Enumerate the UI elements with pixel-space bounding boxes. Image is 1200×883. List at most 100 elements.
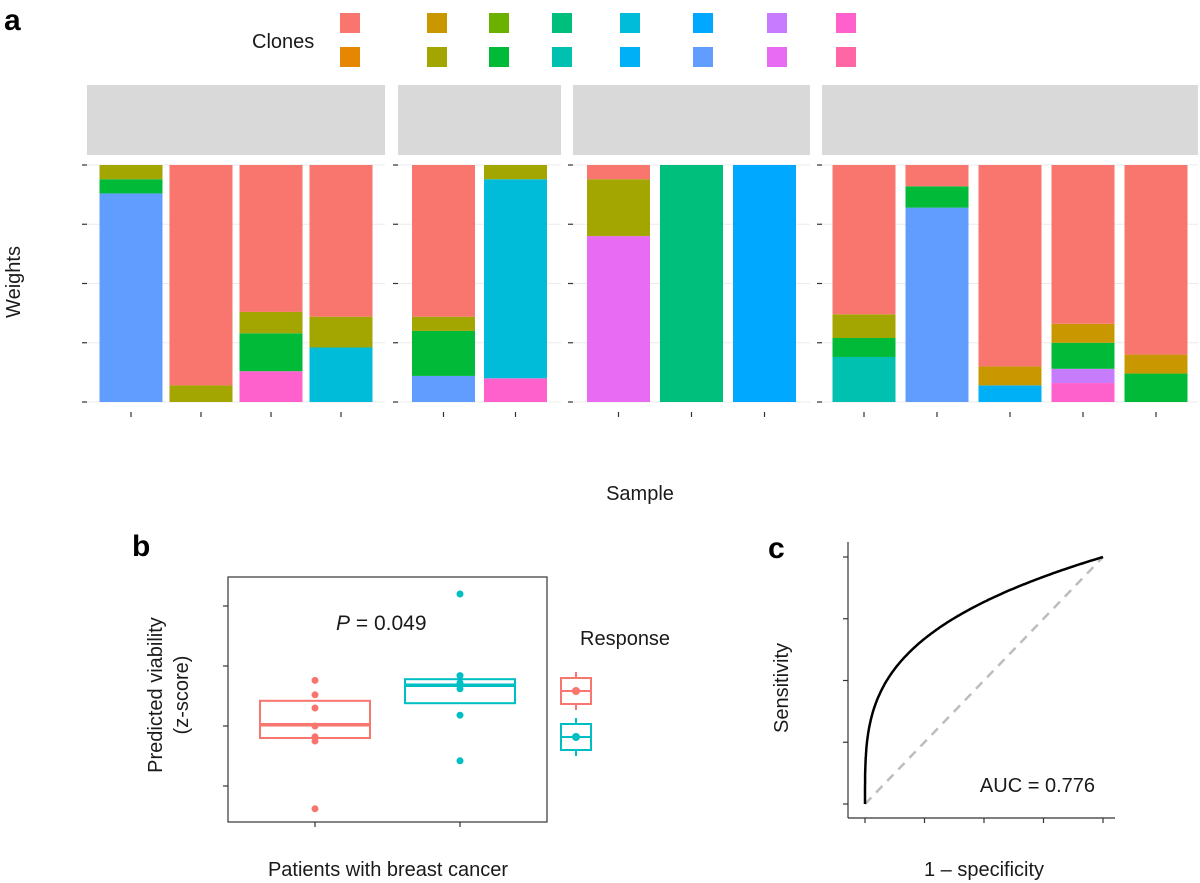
roc-curve <box>863 555 1104 804</box>
facet-strip-2 <box>573 85 810 155</box>
bar-segment-P27_S-clone-9 <box>239 333 303 372</box>
roc-y-title: Sensitivity <box>771 643 793 733</box>
box-Non-responder <box>404 678 516 705</box>
boxplot-x-title: Patients with breast cancer <box>268 859 508 881</box>
bar-segment-P19_S-clone-5 <box>412 316 475 331</box>
y-axis-title-weights: Weights <box>3 246 25 318</box>
bar-segment-P40_S-clone-20 <box>733 165 796 402</box>
bar-segment-P22_S-clone-21 <box>99 193 163 402</box>
bar-segment-P21_S-clone-27 <box>587 236 650 402</box>
panel-label-c: c <box>768 532 785 565</box>
data-point <box>456 757 464 765</box>
bar-segment-P26_S-clone-0 <box>905 165 969 187</box>
response-legend <box>560 672 592 756</box>
bar-segment-P13_S-clone-9 <box>832 338 896 357</box>
data-point <box>311 737 319 745</box>
bar-segment-P36_S-clone-2 <box>1051 323 1115 343</box>
bar-segment-P34_S-clone-16 <box>484 179 547 379</box>
bar-segment-P22_S-clone-9 <box>99 179 163 194</box>
bar-segment-P39_S-clone-9 <box>1124 373 1188 402</box>
bar-segment-P25_S-clone-5 <box>169 385 233 402</box>
roc-chart <box>843 542 1115 823</box>
data-point <box>311 676 319 684</box>
boxplot-y-title-line2: (z-score) <box>171 656 193 735</box>
data-point <box>311 704 319 712</box>
bar-segment-P35_S-clone-2 <box>978 366 1042 386</box>
facet-strip-3 <box>822 85 1198 155</box>
roc-x-title: 1 – specificity <box>924 859 1044 881</box>
bar-segment-P36_S-clone-0 <box>1051 165 1115 324</box>
auc-annotation: AUC = 0.776 <box>980 775 1095 797</box>
data-point <box>311 805 319 813</box>
bar-segment-P37_S-clone-5 <box>309 316 373 348</box>
bar-segment-P19_S-clone-21 <box>412 375 475 402</box>
boxplot-frame <box>227 576 548 823</box>
legend-key-point <box>572 687 580 695</box>
bar-segment-P26_S-clone-9 <box>905 186 969 208</box>
data-point <box>456 672 464 680</box>
data-point <box>456 679 464 687</box>
x-axis-title-sample: Sample <box>606 483 674 505</box>
bar-segment-P13_S-clone-5 <box>832 314 896 339</box>
bar-segment-P13_S-clone-15 <box>832 356 896 402</box>
facet-strip-1 <box>398 85 561 155</box>
bar-segment-P36_S-clone-22 <box>1051 368 1115 384</box>
panel-label-b: b <box>132 530 150 563</box>
legend-swatch-clone-2 <box>427 13 447 33</box>
bar-segment-P34_S-clone-28 <box>484 378 547 402</box>
legend-swatch-clone-15 <box>552 47 572 67</box>
response-legend-title: Response <box>580 628 670 650</box>
bar-segment-P36_S-clone-28 <box>1051 383 1115 402</box>
panel-label-a: a <box>4 4 21 37</box>
data-point <box>311 691 319 699</box>
bar-segment-P34_S-clone-5 <box>484 165 547 180</box>
bar-segment-P31_S-clone-13 <box>660 165 723 402</box>
boxplot-y-title-line1: Predicted viability <box>145 617 167 773</box>
bar-segment-P19_S-clone-9 <box>412 330 475 376</box>
legend-swatch-clone-20 <box>693 13 713 33</box>
bar-segment-P25_S-clone-0 <box>169 165 233 386</box>
legend-swatch-clone-6 <box>489 13 509 33</box>
legend-swatch-clone-29 <box>836 47 856 67</box>
legend-swatch-clone-1 <box>340 47 360 67</box>
legend-swatch-clone-18 <box>620 47 640 67</box>
data-point <box>456 590 464 598</box>
facet-strip-0 <box>87 85 385 155</box>
legend-swatch-clone-0 <box>340 13 360 33</box>
chance-diagonal <box>864 556 1104 805</box>
bar-segment-P37_S-clone-16 <box>309 347 373 402</box>
bar-segment-P39_S-clone-2 <box>1124 354 1188 374</box>
clones-legend: Clones <box>252 13 856 67</box>
data-point <box>311 722 319 730</box>
clones-legend-title: Clones <box>252 31 314 53</box>
bar-segment-P35_S-clone-18 <box>978 385 1042 402</box>
bar-segment-P21_S-clone-5 <box>587 179 650 237</box>
bar-segment-P37_S-clone-0 <box>309 165 373 317</box>
bar-segment-P13_S-clone-0 <box>832 165 896 315</box>
legend-swatch-clone-28 <box>836 13 856 33</box>
bar-segment-P19_S-clone-0 <box>412 165 475 317</box>
legend-swatch-clone-27 <box>767 47 787 67</box>
p-value-symbol: P <box>336 612 350 635</box>
boxplot-chart <box>223 576 548 827</box>
legend-key-point <box>572 733 580 741</box>
legend-swatch-clone-5 <box>427 47 447 67</box>
legend-swatch-clone-13 <box>552 13 572 33</box>
bar-segment-P27_S-clone-0 <box>239 165 303 312</box>
bar-segment-P27_S-clone-28 <box>239 371 303 402</box>
legend-swatch-clone-21 <box>693 47 713 67</box>
bar-segment-P21_S-clone-0 <box>587 165 650 180</box>
bar-segment-P39_S-clone-0 <box>1124 165 1188 355</box>
legend-swatch-clone-22 <box>767 13 787 33</box>
bar-segment-P36_S-clone-9 <box>1051 342 1115 369</box>
stacked-bar-chart <box>82 85 1198 417</box>
p-value-annotation: P = 0.049 <box>336 612 427 635</box>
bar-segment-P35_S-clone-0 <box>978 165 1042 367</box>
data-point <box>456 711 464 719</box>
bar-segment-P26_S-clone-21 <box>905 207 969 402</box>
bar-segment-P22_S-clone-5 <box>99 165 163 180</box>
legend-swatch-clone-16 <box>620 13 640 33</box>
bar-segment-P27_S-clone-5 <box>239 311 303 334</box>
p-value-text: = 0.049 <box>350 612 426 635</box>
